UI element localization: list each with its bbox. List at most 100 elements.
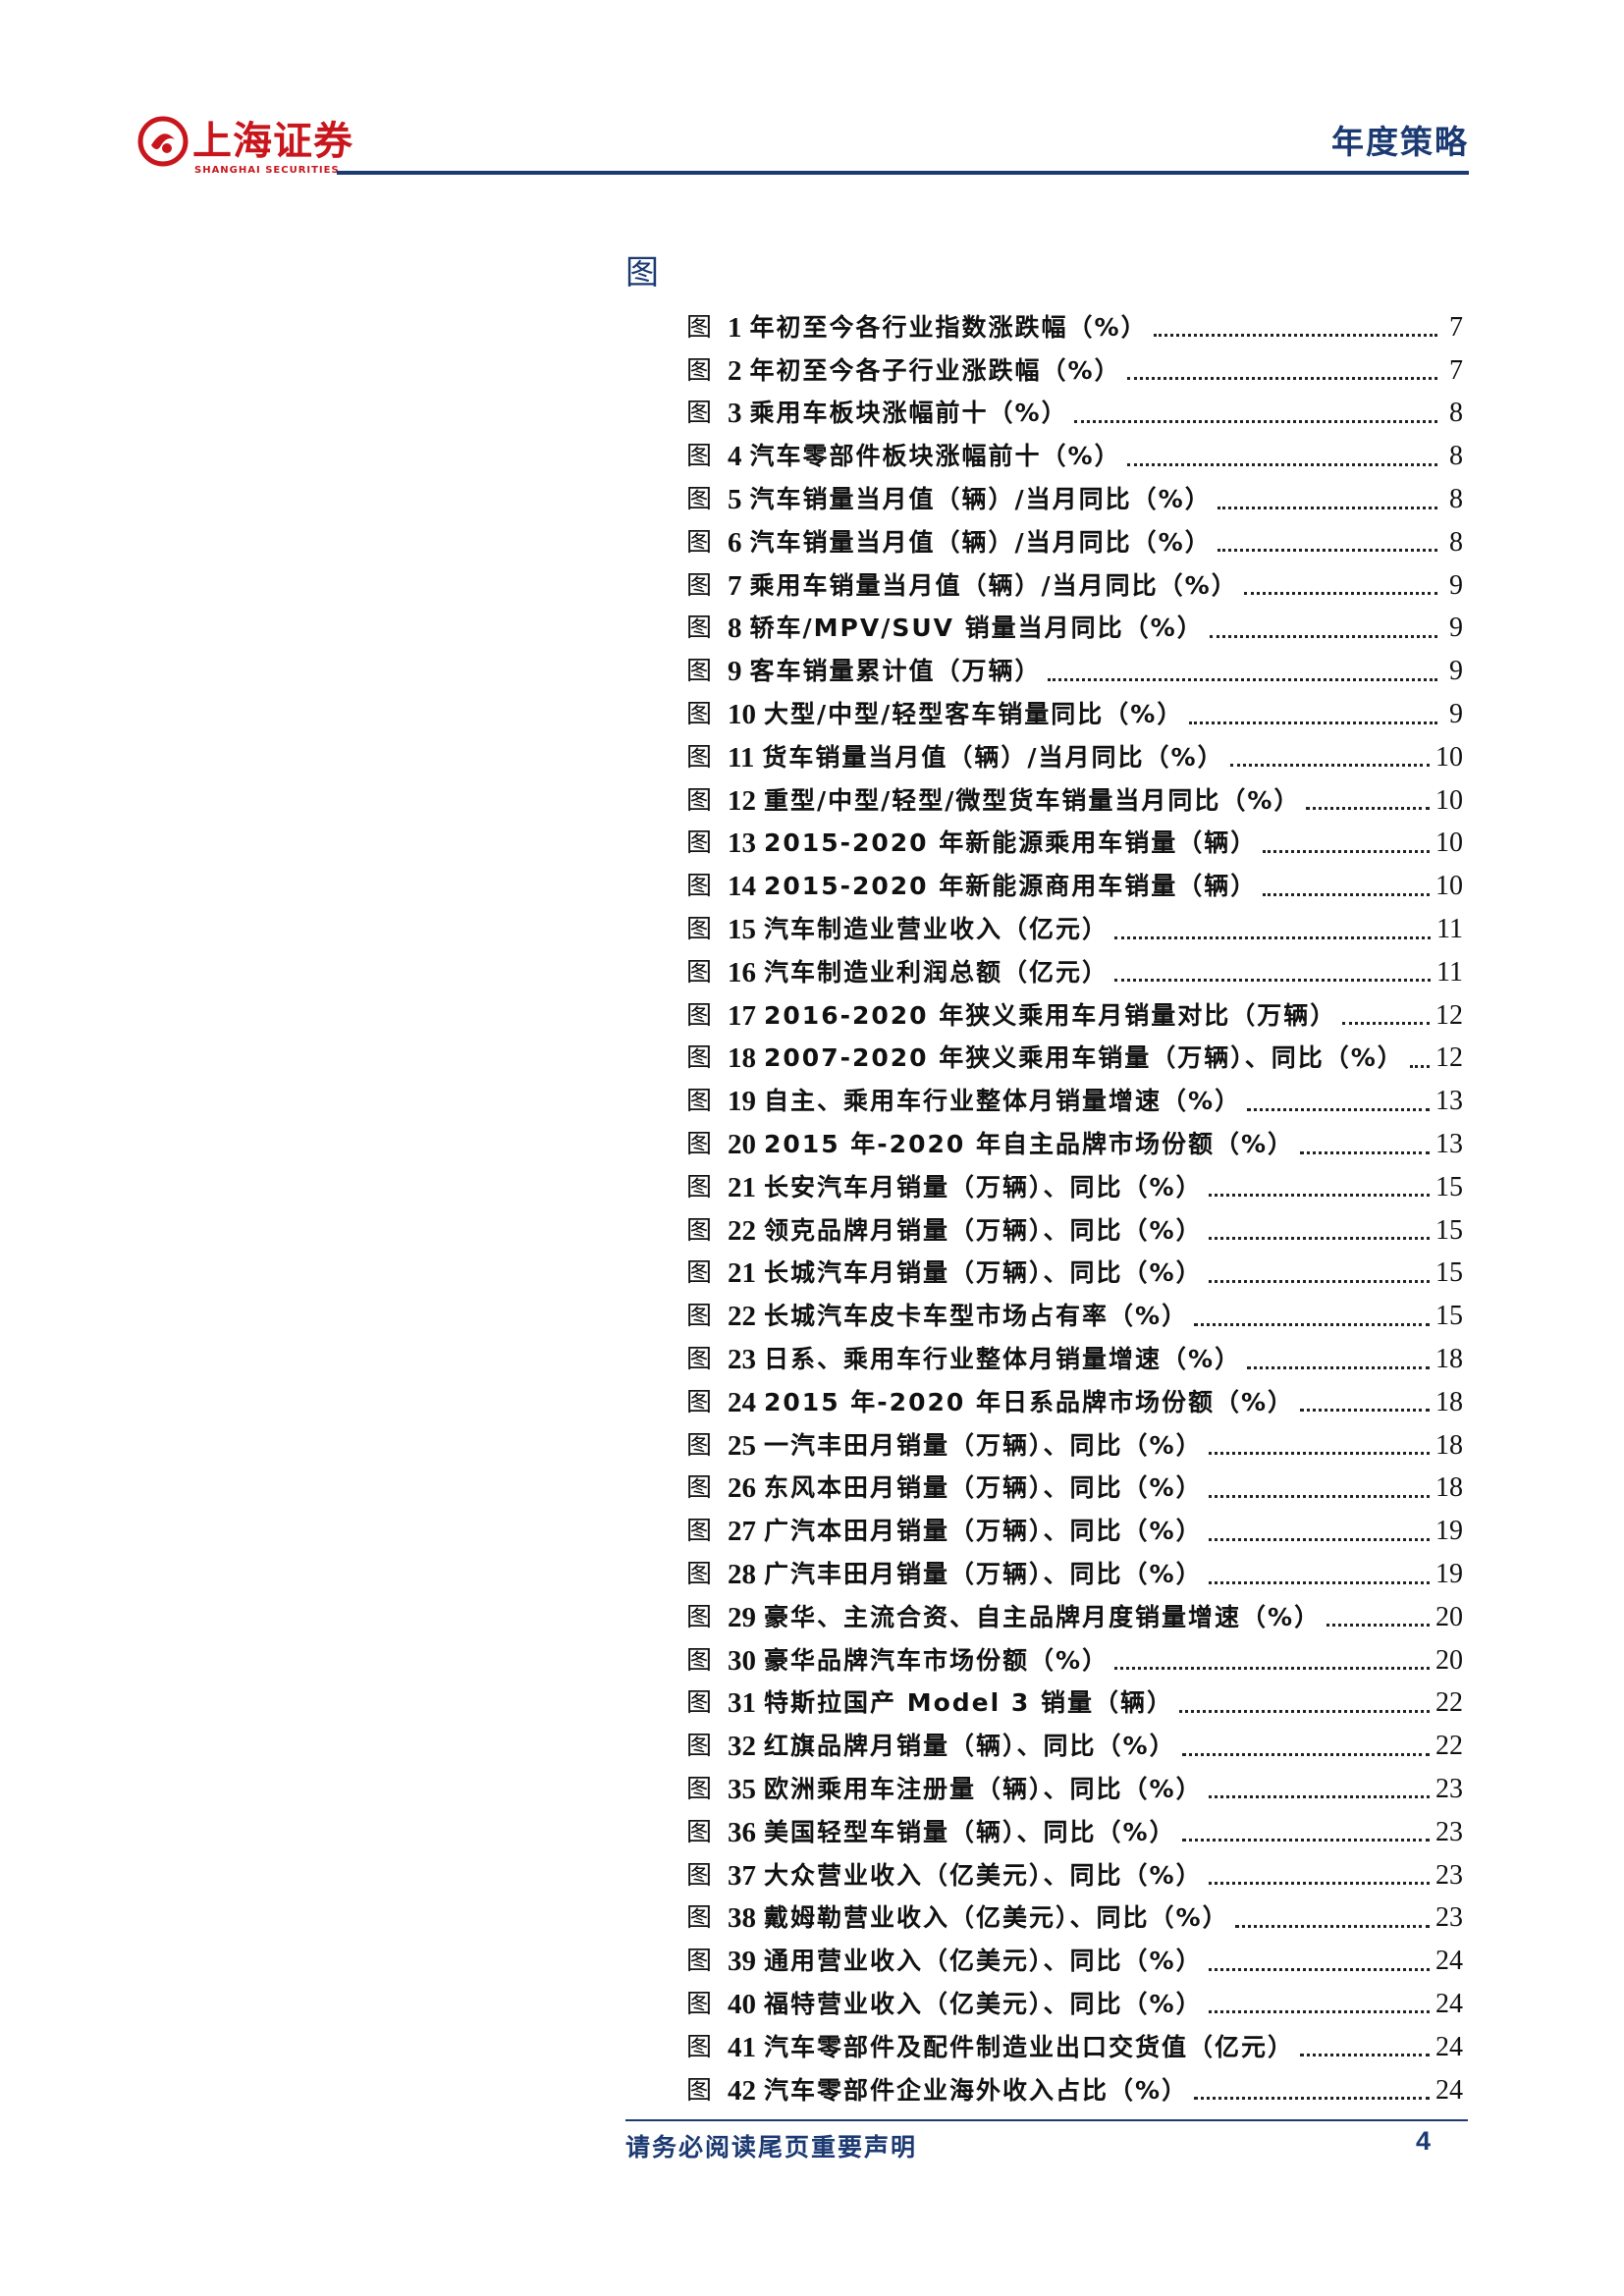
toc-entry[interactable]: 图 14 2015-2020 年新能源商用车销量（辆） 10 <box>686 865 1463 908</box>
footer-divider <box>625 2119 1468 2121</box>
toc-entry[interactable]: 图 15 汽车制造业营业收入（亿元） 11 <box>686 908 1463 951</box>
figure-page-number: 22 <box>1435 1731 1463 1762</box>
toc-entry[interactable]: 图 35 欧洲乘用车注册量（辆）、同比（%） 23 <box>686 1768 1463 1811</box>
toc-entry[interactable]: 图 6 汽车销量当月值（辆）/当月同比（%） 8 <box>686 521 1463 564</box>
figure-title: 2015-2020 年新能源商用车销量（辆） <box>764 872 1258 901</box>
figure-number: 26 <box>728 1472 757 1505</box>
dot-leader <box>1208 1217 1430 1241</box>
figure-title: 通用营业收入（亿美元）、同比（%） <box>764 1947 1203 1976</box>
figure-number: 5 <box>728 484 742 516</box>
toc-entry[interactable]: 图 30 豪华品牌汽车市场份额（%） 20 <box>686 1639 1463 1682</box>
toc-entry[interactable]: 图 4 汽车零部件板块涨幅前十（%） 8 <box>686 435 1463 478</box>
figure-number: 12 <box>728 784 757 817</box>
toc-entry[interactable]: 图 12 重型/中型/轻型/微型货车销量当月同比（%） 10 <box>686 779 1463 823</box>
toc-entry[interactable]: 图 32 红旗品牌月销量（辆）、同比（%） 22 <box>686 1725 1463 1768</box>
figure-title: 一汽丰田月销量（万辆）、同比（%） <box>764 1430 1203 1460</box>
figure-label: 图 <box>686 915 713 945</box>
dot-leader <box>1342 1002 1430 1026</box>
toc-entry[interactable]: 图 3 乘用车板块涨幅前十（%） 8 <box>686 393 1463 436</box>
toc-entry[interactable]: 图 22 长城汽车皮卡车型市场占有率（%） 15 <box>686 1295 1463 1338</box>
figure-page-number: 11 <box>1436 956 1463 988</box>
figure-label: 图 <box>686 785 713 816</box>
toc-entry[interactable]: 图 25 一汽丰田月销量（万辆）、同比（%） 18 <box>686 1424 1463 1468</box>
toc-entry[interactable]: 图 29 豪华、主流合资、自主品牌月度销量增速（%） 20 <box>686 1596 1463 1639</box>
toc-entry[interactable]: 图 11 货车销量当月值（辆）/当月同比（%） 10 <box>686 736 1463 779</box>
figure-label: 图 <box>686 442 713 472</box>
dot-leader <box>1194 2077 1430 2101</box>
figure-page-number: 8 <box>1449 484 1463 515</box>
toc-entry[interactable]: 图 28 广汽丰田月销量（万辆）、同比（%） 19 <box>686 1553 1463 1596</box>
figure-title: 汽车销量当月值（辆）/当月同比（%） <box>749 527 1212 557</box>
dot-leader <box>1114 1647 1430 1671</box>
figure-title: 豪华品牌汽车市场份额（%） <box>764 1645 1110 1675</box>
toc-entry[interactable]: 图 17 2016-2020 年狭义乘用车月销量对比（万辆） 12 <box>686 994 1463 1038</box>
toc-entry[interactable]: 图 23 日系、乘用车行业整体月销量增速（%） 18 <box>686 1338 1463 1381</box>
figure-label: 图 <box>686 1732 713 1762</box>
disclaimer-note: 请务必阅读尾页重要声明 <box>625 2133 918 2162</box>
figure-label: 图 <box>686 1688 713 1719</box>
figure-label: 图 <box>686 1387 713 1417</box>
figure-label: 图 <box>686 399 713 429</box>
toc-entry[interactable]: 图 22 领克品牌月销量（万辆）、同比（%） 15 <box>686 1209 1463 1253</box>
toc-entry[interactable]: 图 37 大众营业收入（亿美元）、同比（%） 23 <box>686 1854 1463 1897</box>
toc-entry[interactable]: 图 1 年初至今各行业指数涨跌幅（%） 7 <box>686 306 1463 349</box>
toc-entry[interactable]: 图 24 2015 年-2020 年日系品牌市场份额（%） 18 <box>686 1381 1463 1424</box>
figure-page-number: 8 <box>1449 526 1463 558</box>
figure-title: 红旗品牌月销量（辆）、同比（%） <box>764 1732 1176 1761</box>
figure-number: 17 <box>728 999 757 1032</box>
logo-chinese-text: 上海证券 <box>192 118 353 164</box>
figure-title: 重型/中型/轻型/微型货车销量当月同比（%） <box>764 785 1301 815</box>
dot-leader <box>1209 615 1437 638</box>
figure-number: 3 <box>728 398 742 430</box>
figure-page-number: 8 <box>1449 441 1463 472</box>
dot-leader <box>1300 1389 1430 1413</box>
toc-entry[interactable]: 图 7 乘用车销量当月值（辆）/当月同比（%） 9 <box>686 564 1463 608</box>
figure-number: 24 <box>728 1386 757 1418</box>
toc-entry[interactable]: 图 8 轿车/MPV/SUV 销量当月同比（%） 9 <box>686 608 1463 651</box>
figure-page-number: 19 <box>1435 1516 1463 1547</box>
figure-title: 领克品牌月销量（万辆）、同比（%） <box>764 1215 1203 1245</box>
figure-number: 37 <box>728 1859 757 1892</box>
figure-number: 10 <box>728 699 757 731</box>
toc-entry[interactable]: 图 41 汽车零部件及配件制造业出口交货值（亿元） 24 <box>686 2026 1463 2069</box>
figure-label: 图 <box>686 1215 713 1246</box>
figure-page-number: 20 <box>1435 1601 1463 1632</box>
figure-title: 豪华、主流合资、自主品牌月度销量增速（%） <box>764 1602 1322 1631</box>
toc-entry[interactable]: 图 20 2015 年-2020 年自主品牌市场份额（%） 13 <box>686 1123 1463 1166</box>
dot-leader <box>1217 487 1437 509</box>
dot-leader <box>1263 830 1430 853</box>
toc-entry[interactable]: 图 38 戴姆勒营业收入（亿美元）、同比（%） 23 <box>686 1896 1463 1940</box>
figure-title: 轿车/MPV/SUV 销量当月同比（%） <box>749 614 1204 643</box>
figure-page-number: 10 <box>1435 828 1463 859</box>
toc-entry[interactable]: 图 27 广汽本田月销量（万辆）、同比（%） 19 <box>686 1510 1463 1553</box>
toc-entry[interactable]: 图 39 通用营业收入（亿美元）、同比（%） 24 <box>686 1940 1463 1983</box>
figure-page-number: 12 <box>1435 999 1463 1031</box>
toc-entry[interactable]: 图 19 自主、乘用车行业整体月销量增速（%） 13 <box>686 1080 1463 1123</box>
figure-label: 图 <box>686 312 713 343</box>
figure-number: 15 <box>728 914 757 946</box>
toc-entry[interactable]: 图 16 汽车制造业利润总额（亿元） 11 <box>686 951 1463 994</box>
toc-entry[interactable]: 图 40 福特营业收入（亿美元）、同比（%） 24 <box>686 1983 1463 2026</box>
toc-entry[interactable]: 图 2 年初至今各子行业涨跌幅（%） 7 <box>686 349 1463 393</box>
figure-label: 图 <box>686 1817 713 1847</box>
toc-entry[interactable]: 图 18 2007-2020 年狭义乘用车销量（万辆）、同比（%） 12 <box>686 1038 1463 1081</box>
figure-number: 41 <box>728 2031 757 2063</box>
toc-entry[interactable]: 图 36 美国轻型车销量（辆）、同比（%） 23 <box>686 1811 1463 1854</box>
toc-entry[interactable]: 图 42 汽车零部件企业海外收入占比（%） 24 <box>686 2069 1463 2112</box>
toc-entry[interactable]: 图 31 特斯拉国产 Model 3 销量（辆） 22 <box>686 1682 1463 1726</box>
dot-leader <box>1326 1604 1430 1628</box>
figure-title: 欧洲乘用车注册量（辆）、同比（%） <box>764 1774 1203 1803</box>
toc-entry[interactable]: 图 13 2015-2020 年新能源乘用车销量（辆） 10 <box>686 823 1463 866</box>
toc-entry[interactable]: 图 26 东风本田月销量（万辆）、同比（%） 18 <box>686 1468 1463 1511</box>
section-heading: 图 <box>625 253 659 293</box>
toc-entry[interactable]: 图 10 大型/中型/轻型客车销量同比（%） 9 <box>686 693 1463 736</box>
figure-title: 年初至今各子行业涨跌幅（%） <box>749 355 1121 385</box>
figure-page-number: 22 <box>1435 1687 1463 1719</box>
figure-number: 21 <box>728 1257 757 1290</box>
dot-leader <box>1181 1734 1430 1756</box>
toc-entry[interactable]: 图 21 长安汽车月销量（万辆）、同比（%） 15 <box>686 1166 1463 1209</box>
dot-leader <box>1300 1132 1430 1154</box>
toc-entry[interactable]: 图 21 长城汽车月销量（万辆）、同比（%） 15 <box>686 1253 1463 1296</box>
